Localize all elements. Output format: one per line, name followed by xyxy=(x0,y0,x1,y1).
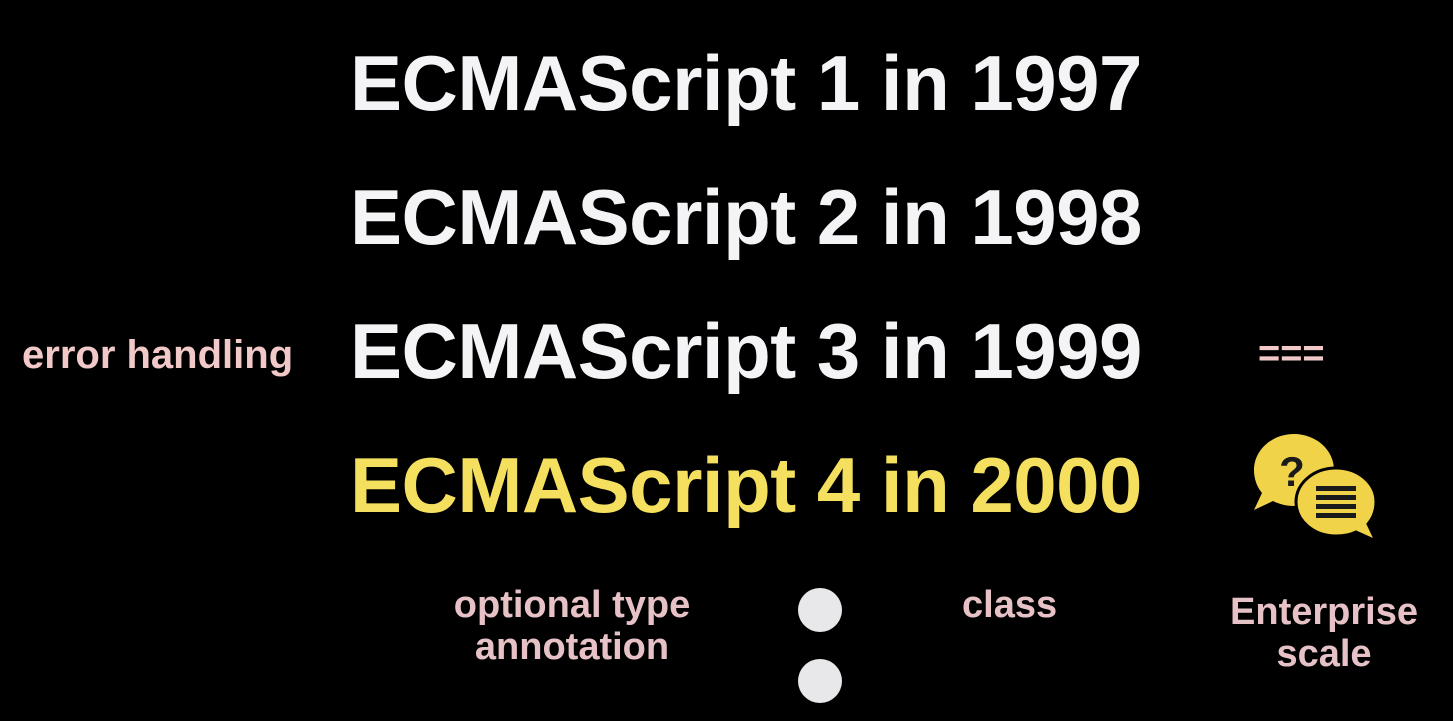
chat-bubbles-question-icon: ? xyxy=(1250,430,1380,545)
bullet-dot-icon xyxy=(798,659,842,703)
version-2-heading: ECMAScript 2 in 1998 xyxy=(350,173,1142,261)
optional-type-line2: annotation xyxy=(474,625,670,668)
optional-type-annotation-note: optional type annotation xyxy=(426,584,718,669)
class-note: class xyxy=(962,584,1058,626)
bullet-dot-icon xyxy=(798,588,842,632)
enterprise-line2: scale xyxy=(1276,632,1372,675)
enterprise-line1: Enterprise xyxy=(1230,591,1418,633)
version-3-heading: ECMAScript 3 in 1999 xyxy=(350,307,1142,395)
optional-type-line1: optional type xyxy=(453,584,691,626)
strict-equality-note: === xyxy=(1258,333,1325,375)
version-4-heading: ECMAScript 4 in 2000 xyxy=(350,441,1142,529)
version-1-heading: ECMAScript 1 in 1997 xyxy=(350,39,1142,127)
error-handling-note: error handling xyxy=(22,333,294,377)
enterprise-scale-note: Enterprise scale xyxy=(1204,591,1444,676)
